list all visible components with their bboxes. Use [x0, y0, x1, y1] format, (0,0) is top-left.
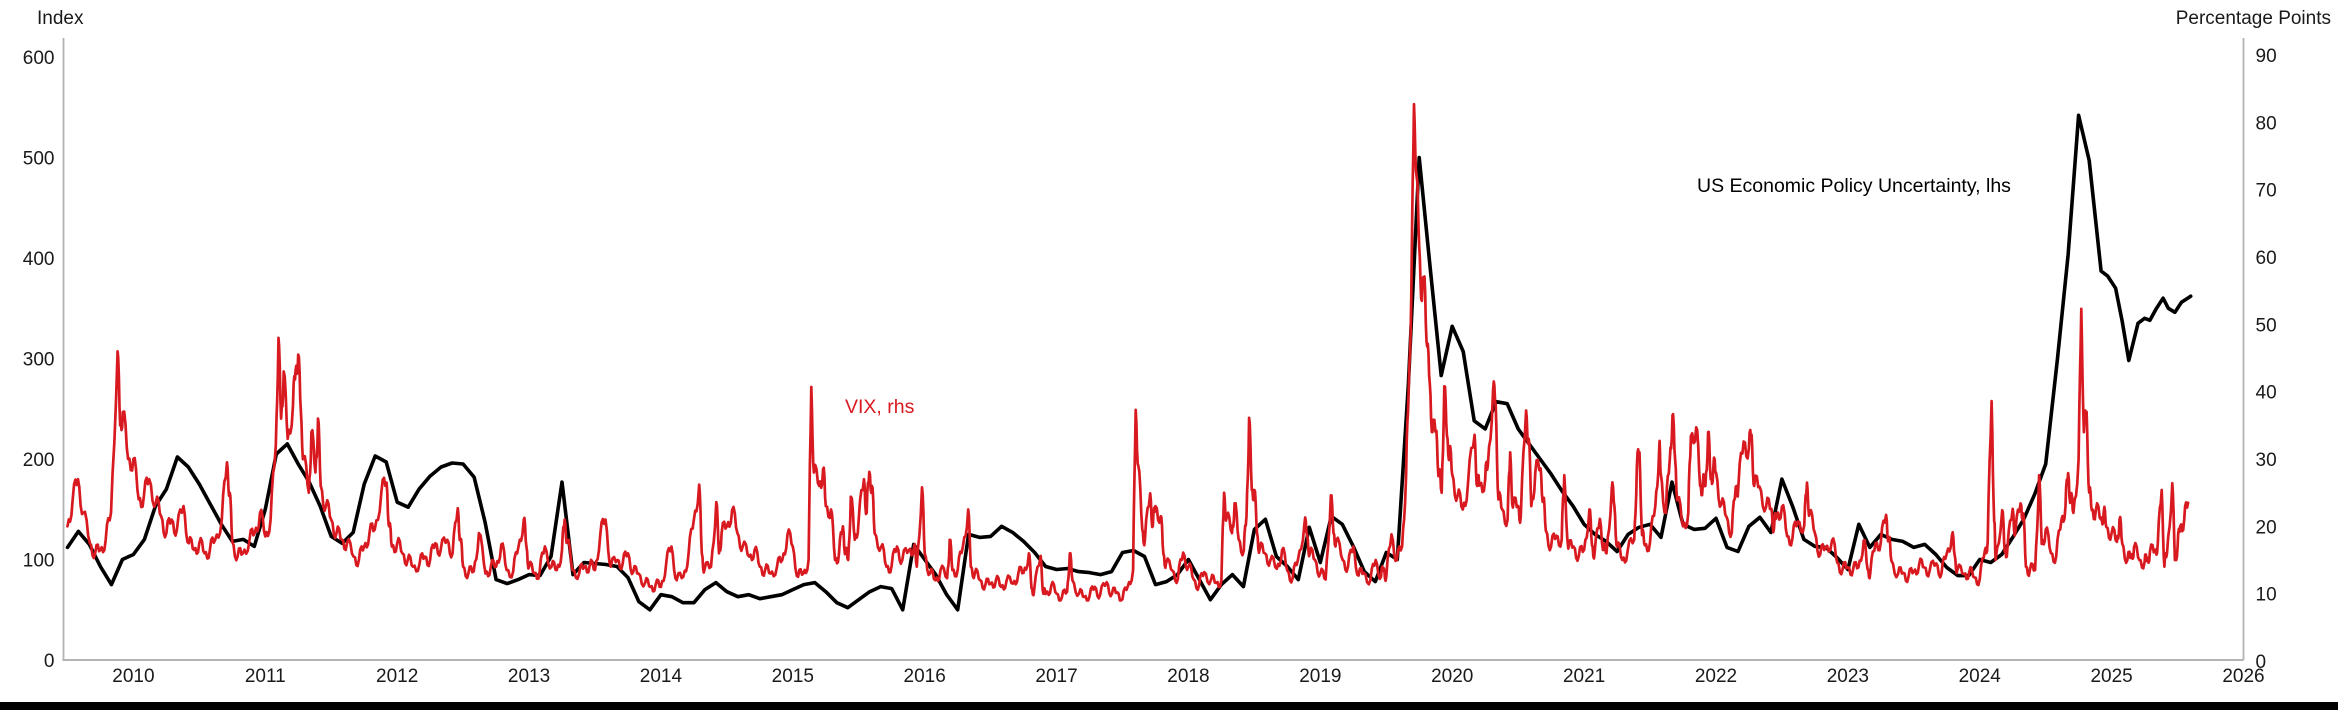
- x-tick-label: 2015: [772, 666, 814, 687]
- left-axis-title: Index: [37, 8, 84, 29]
- right-axis-title: Percentage Points: [2175, 8, 2331, 29]
- x-tick-label: 2024: [1959, 666, 2002, 687]
- right-tick-label: 90: [2256, 46, 2277, 67]
- right-tick-label: 0: [2256, 652, 2267, 673]
- left-tick-label: 500: [23, 149, 55, 170]
- x-tick-label: 2025: [2090, 666, 2132, 687]
- right-tick-label: 20: [2256, 517, 2277, 538]
- x-tick-label: 2018: [1167, 666, 1209, 687]
- x-tick-label: 2011: [245, 666, 286, 687]
- vix-series-label: VIX, rhs: [845, 396, 915, 418]
- right-tick-label: 10: [2256, 585, 2277, 606]
- left-tick-label: 0: [44, 651, 55, 672]
- right-tick-label: 70: [2256, 181, 2277, 202]
- x-tick-label: 2019: [1299, 666, 1341, 687]
- x-tick-label: 2023: [1827, 666, 1869, 687]
- x-tick-label: 2010: [112, 666, 154, 687]
- epu-series-label: US Economic Policy Uncertainty, lhs: [1697, 175, 2011, 197]
- x-tick-label: 2020: [1431, 666, 1473, 687]
- x-tick-label: 2017: [1035, 666, 1077, 687]
- x-tick-label: 2016: [904, 666, 946, 687]
- x-tick-label: 2022: [1695, 666, 1737, 687]
- right-tick-label: 80: [2256, 113, 2277, 134]
- x-tick-label: 2012: [376, 666, 418, 687]
- left-tick-label: 100: [23, 551, 55, 572]
- x-tick-label: 2021: [1563, 666, 1605, 687]
- right-tick-label: 60: [2256, 248, 2277, 269]
- x-tick-label: 2026: [2222, 666, 2264, 687]
- right-tick-label: 50: [2256, 315, 2277, 336]
- right-tick-label: 30: [2256, 450, 2277, 471]
- right-tick-label: 40: [2256, 383, 2277, 404]
- vix-line: [66, 102, 2190, 602]
- left-tick-label: 300: [23, 350, 55, 371]
- left-tick-label: 400: [23, 249, 55, 270]
- x-tick-label: 2013: [508, 666, 550, 687]
- x-tick-label: 2014: [640, 666, 683, 687]
- left-tick-label: 600: [23, 48, 55, 69]
- bottom-bar: [0, 702, 2338, 710]
- left-tick-label: 200: [23, 450, 55, 471]
